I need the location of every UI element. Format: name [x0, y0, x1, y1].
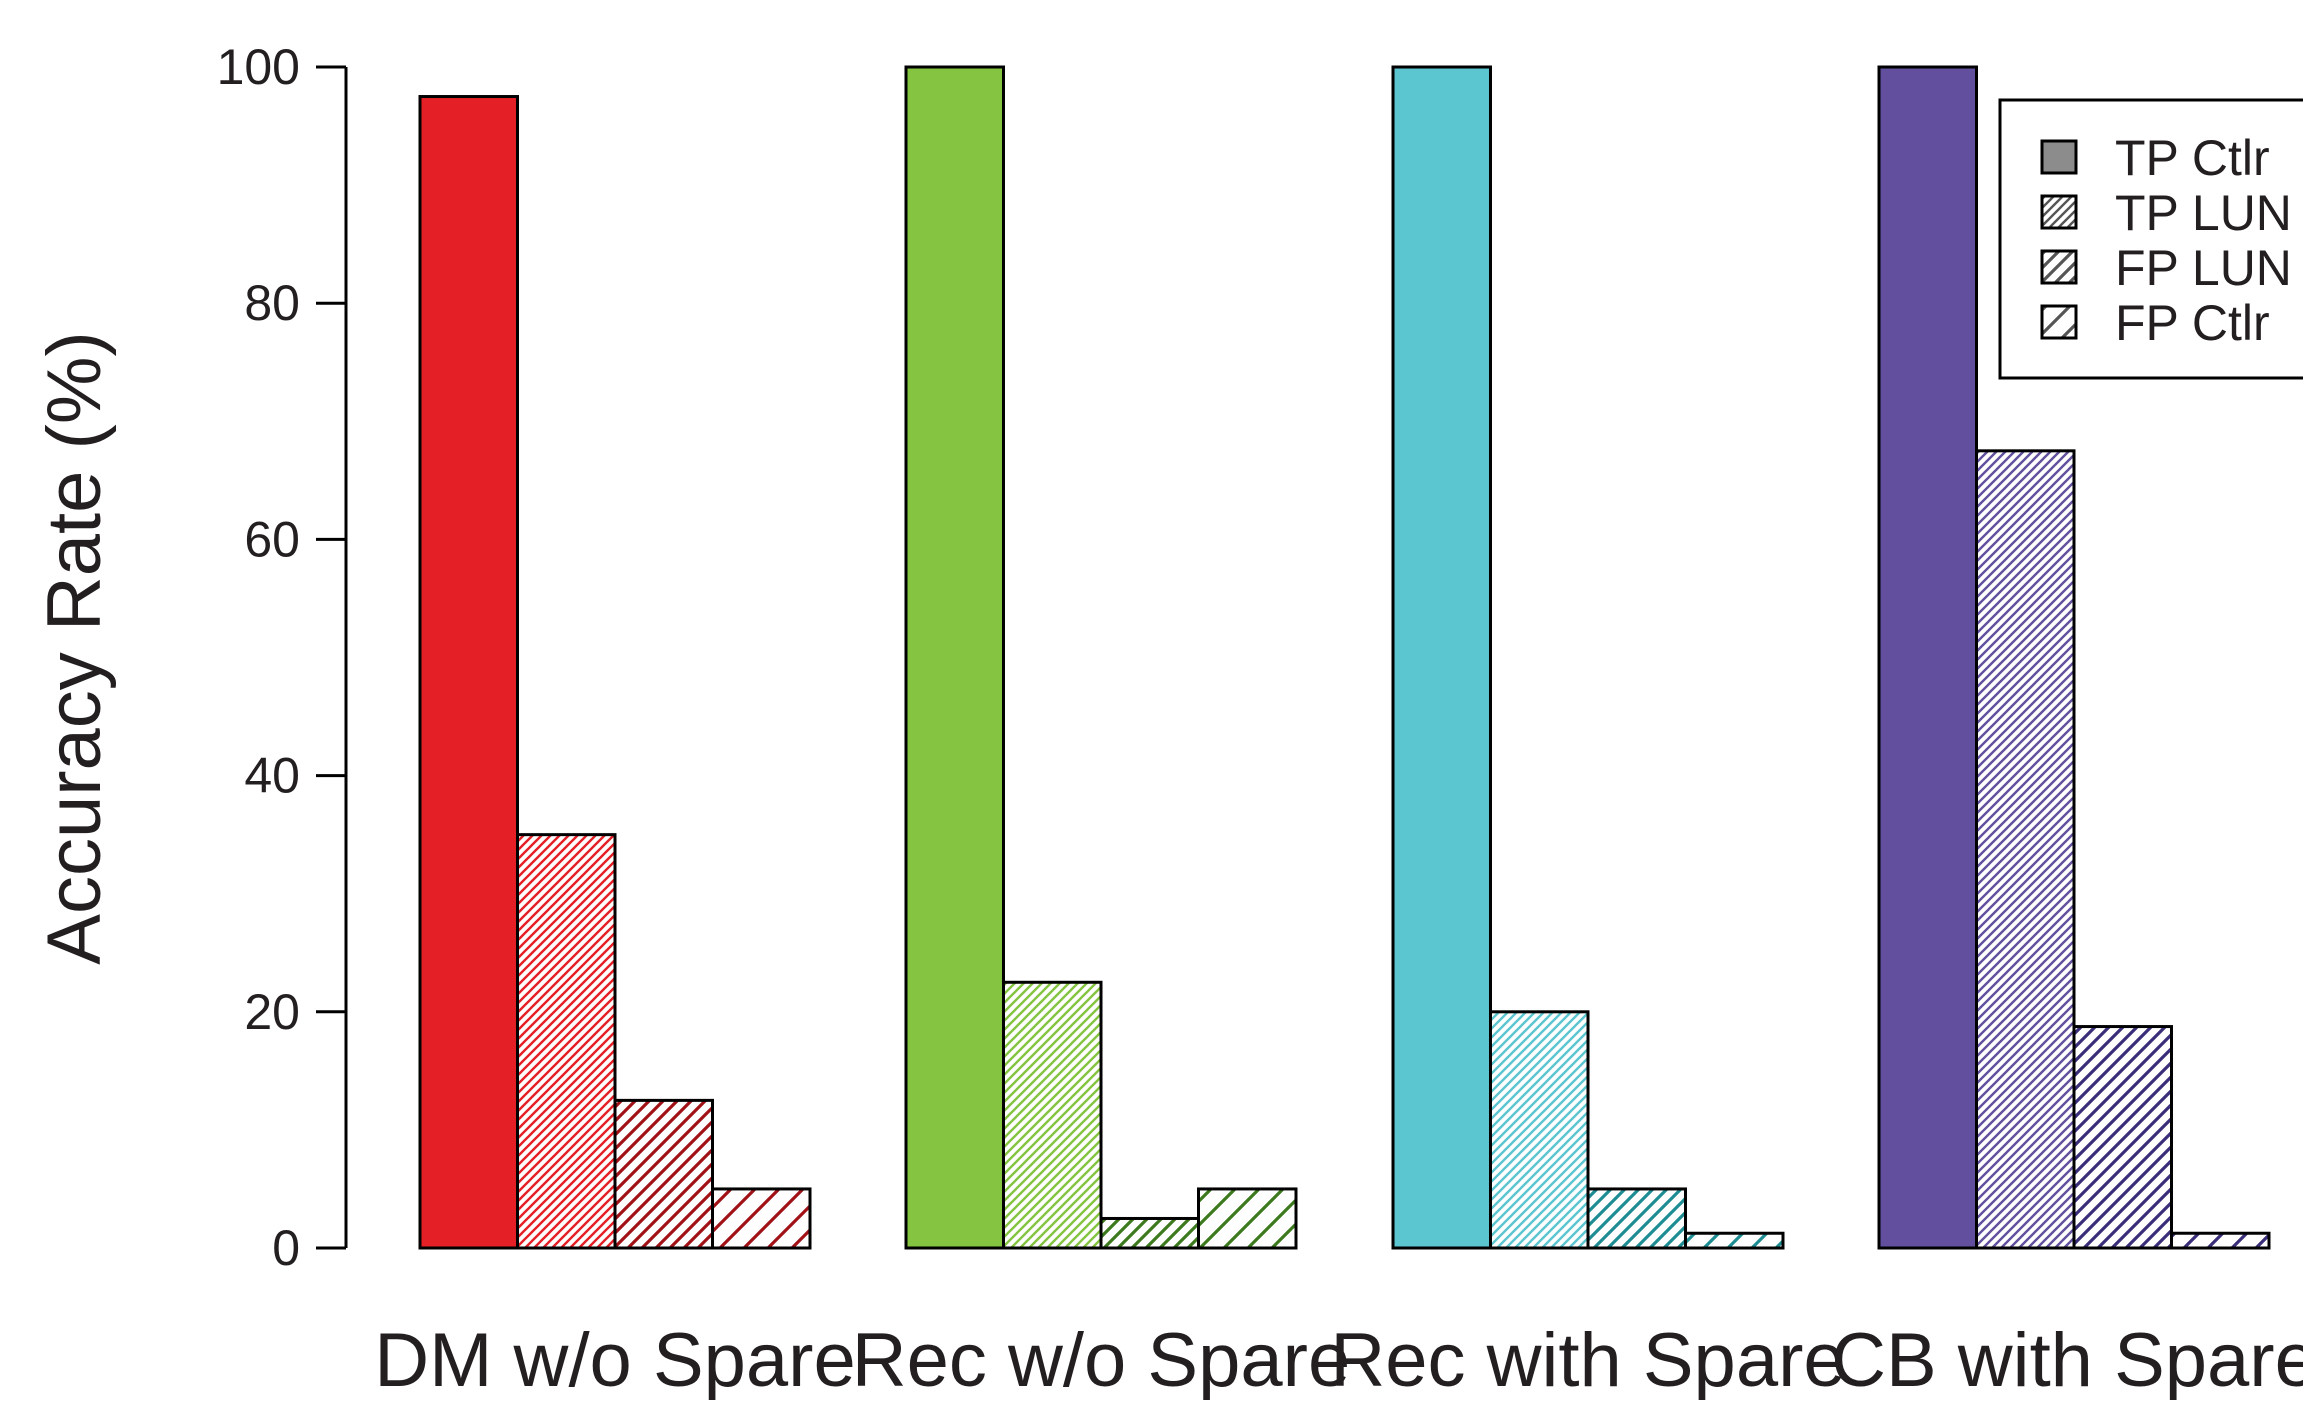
x-category-label: DM w/o Spare [374, 1318, 856, 1400]
legend-label: FP LUN [2115, 240, 2292, 296]
y-tick-label: 100 [217, 39, 300, 95]
bar [1002, 980, 1103, 1250]
legend-swatch [2040, 249, 2078, 285]
x-category-label: Rec with Spare [1330, 1318, 1845, 1400]
x-category-label: CB with Spare [1831, 1318, 2303, 1400]
bar [1489, 1010, 1590, 1250]
bar [1975, 449, 2076, 1250]
legend-label: TP Ctlr [2115, 130, 2270, 186]
legend-label: TP LUN [2115, 185, 2292, 241]
legend-label: FP Ctlr [2115, 295, 2270, 351]
bar [2072, 1025, 2173, 1250]
y-tick-label: 20 [244, 984, 300, 1040]
legend-swatch [2040, 139, 2078, 175]
bar [1586, 1187, 1687, 1250]
bar [904, 65, 1005, 1250]
bar [418, 95, 519, 1250]
y-tick-label: 60 [244, 511, 300, 567]
bar [1099, 1216, 1200, 1250]
y-axis-label: Accuracy Rate (%) [32, 331, 117, 965]
bar [516, 833, 617, 1250]
bar [613, 1098, 714, 1250]
y-tick-label: 0 [272, 1220, 300, 1276]
legend-swatch [2040, 194, 2078, 230]
bar [1391, 65, 1492, 1250]
bars [418, 65, 2271, 1250]
bar [1877, 65, 1978, 1250]
y-tick-label: 40 [244, 748, 300, 804]
x-category-label: Rec w/o Spare [852, 1318, 1350, 1400]
legend-swatch [2040, 304, 2078, 340]
bar [1197, 1187, 1298, 1250]
y-axis: 0 20 40 60 80 100 [217, 39, 348, 1276]
y-tick-label: 80 [244, 275, 300, 331]
bar [711, 1187, 812, 1250]
bar [1684, 1231, 1785, 1250]
bar [2170, 1231, 2271, 1250]
